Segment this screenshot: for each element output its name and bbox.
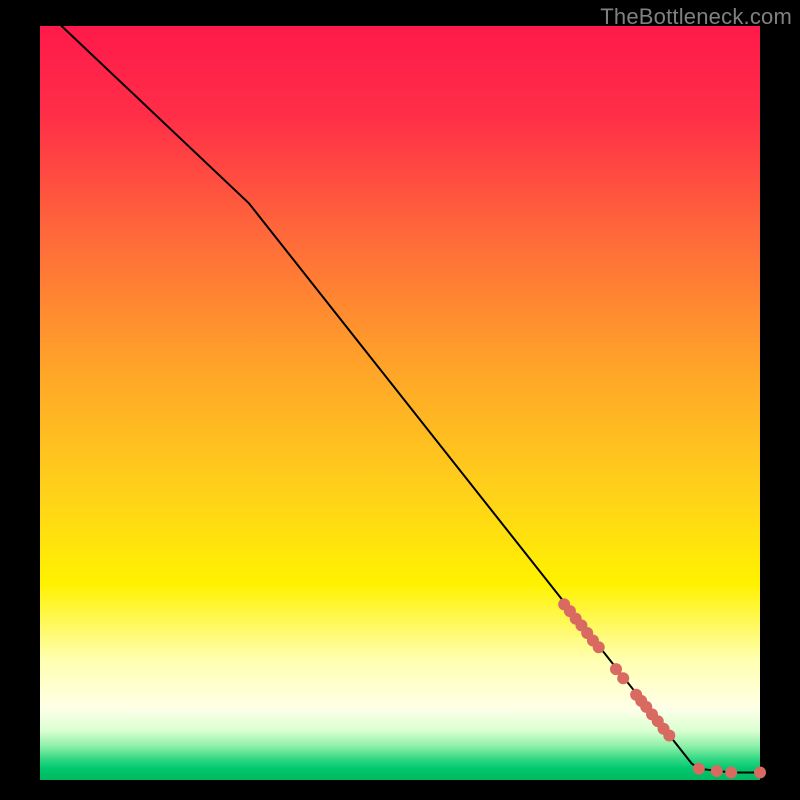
data-marker <box>663 730 675 742</box>
data-marker <box>754 766 766 778</box>
watermark-text: TheBottleneck.com <box>600 4 792 30</box>
data-marker <box>711 765 723 777</box>
data-marker <box>693 763 705 775</box>
chart-stage: TheBottleneck.com <box>0 0 800 800</box>
data-marker <box>617 672 629 684</box>
data-marker <box>593 641 605 653</box>
plot-background <box>40 26 760 780</box>
data-marker <box>725 766 737 778</box>
chart-svg <box>0 0 800 800</box>
